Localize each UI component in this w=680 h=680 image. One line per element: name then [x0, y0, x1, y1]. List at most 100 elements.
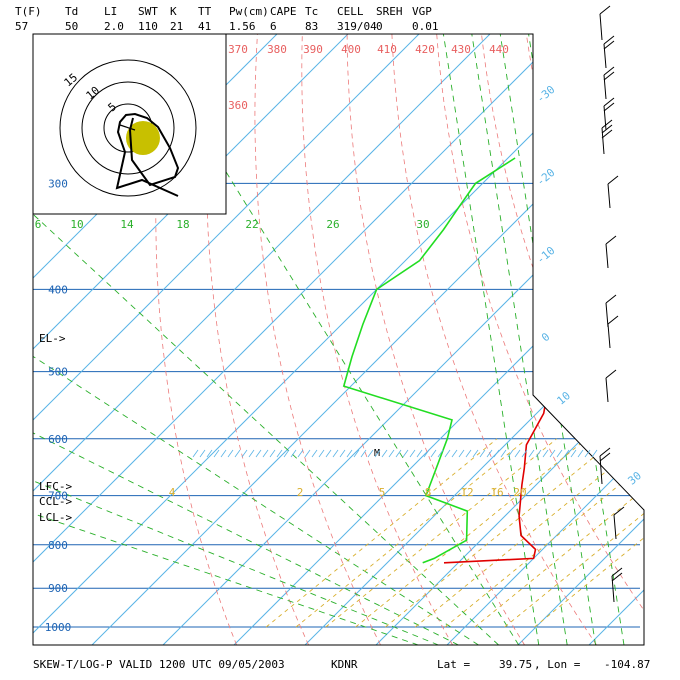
hatch-mark: [381, 449, 388, 458]
wind-barb-staff: [605, 243, 609, 269]
footer-station: KDNR: [331, 658, 358, 671]
moist-adiabat: [442, 34, 540, 645]
theta-tick-label: 430: [451, 43, 471, 56]
pressure-tick-label: 700: [48, 490, 68, 503]
wind-barb-flag: [599, 447, 611, 457]
wind-barb-flag: [603, 97, 615, 107]
dewpoint-profile: [342, 157, 516, 564]
hatch-mark: [556, 449, 563, 458]
mixing-ratio-line: [355, 438, 587, 628]
moist-tick-label: 6: [35, 218, 42, 231]
dry-adiabat: [570, 34, 644, 645]
isotherm-line: [517, 34, 644, 645]
mixing-ratio-tick-label: 8: [425, 486, 432, 499]
wind-barb-flag: [603, 102, 615, 112]
hatch-mark: [570, 449, 577, 458]
hatch-mark: [339, 449, 346, 458]
wind-barb-flag: [601, 129, 613, 139]
mixing-ratio-line: [265, 438, 498, 628]
header-value: 319/04: [337, 20, 377, 33]
hatch-mark: [563, 449, 570, 458]
hatch-mark: [199, 449, 206, 458]
hatch-mark: [591, 449, 598, 458]
wind-barb-staff: [613, 514, 617, 540]
header-value: 6: [270, 20, 277, 33]
dry-adiabat: [346, 34, 525, 645]
moist-tick-label: 14: [120, 218, 134, 231]
hatch-mark: [577, 449, 584, 458]
wind-barb-flag: [603, 71, 615, 81]
header-label: Pw(cm): [229, 5, 269, 18]
hatch-mark: [549, 449, 556, 458]
theta-tick-label: 400: [341, 43, 361, 56]
header-label: K: [170, 5, 177, 18]
hatch-mark: [269, 449, 276, 458]
hatch-mark: [248, 449, 255, 458]
hatch-mark: [290, 449, 297, 458]
header-label: SWT: [138, 5, 158, 18]
moist-tick-label: 18: [176, 218, 189, 231]
isotherm-line: [660, 34, 680, 645]
isotherm-line: [33, 34, 420, 645]
hatch-mark: [507, 449, 514, 458]
lfc-marker: LFC->: [39, 480, 72, 493]
pressure-tick-label: 800: [48, 539, 68, 552]
moist-adiabat: [33, 34, 419, 645]
header-table: T(F) Td LI SWT K TT Pw(cm) CAPE Tc CELL SREH VGP 57 5…: [15, 5, 439, 33]
hatch-mark: [318, 449, 325, 458]
wind-barb-staff: [603, 74, 607, 100]
wind-barb-flag: [603, 66, 615, 76]
moist-tick-label: 26: [326, 218, 339, 231]
isotherm-tick-label: 30: [625, 469, 644, 487]
wind-barb: [599, 5, 611, 41]
dry-adiabat: [155, 34, 237, 645]
mixing-ratio-line: [325, 438, 557, 628]
header-value: 0: [376, 20, 383, 33]
wind-barb-flag: [603, 35, 615, 45]
footer-lat-label: Lat =: [437, 658, 470, 671]
hatch-mark: [451, 449, 458, 458]
hatch-mark: [241, 449, 248, 458]
hatch-mark: [346, 449, 353, 458]
header-label: SREH: [376, 5, 403, 18]
theta-tick-label: 440: [489, 43, 509, 56]
footer-lat: 39.75: [499, 658, 532, 671]
hatch-mark: [388, 449, 395, 458]
moist-adiabat: [33, 34, 499, 645]
wind-barb-staff: [605, 302, 609, 328]
moist-tick-label: 22: [245, 218, 258, 231]
pressure-tick-label: 400: [48, 283, 68, 296]
header-label: VGP: [412, 5, 432, 18]
wind-barb-flag: [611, 572, 623, 582]
ccl-marker: CCL->: [39, 495, 72, 508]
wind-barb: [613, 506, 625, 540]
hatch-mark: [297, 449, 304, 458]
wind-barb-flag: [599, 5, 611, 15]
wind-barb-staff: [607, 183, 611, 209]
isotherm-tick-label: -10: [534, 244, 558, 267]
hatch-mark: [430, 449, 437, 458]
hatch-mark: [213, 449, 220, 458]
dry-adiabat: [481, 34, 644, 645]
theta-tick-label: 420: [415, 43, 435, 56]
header-value: 50: [65, 20, 78, 33]
pressure-tick-label: 900: [48, 582, 68, 595]
wind-barb-staff: [603, 105, 607, 131]
dry-adiabat: [436, 34, 644, 645]
hatch-mark: [444, 449, 451, 458]
header-label: CELL: [337, 5, 364, 18]
wind-barb: [607, 315, 619, 349]
mixing-ratio-tick-label: 12: [460, 486, 473, 499]
theta-tick-label: 360: [228, 99, 248, 112]
theta-tick-label: 370: [228, 43, 248, 56]
wind-barb-staff: [605, 377, 609, 403]
wind-barb-flag: [605, 235, 617, 245]
footer-lon: -104.87: [604, 658, 650, 671]
plot-border: [32, 33, 645, 646]
dry-adiabat: [254, 34, 381, 645]
wind-barb: [605, 294, 617, 328]
mixing-ratio-line: [414, 438, 644, 628]
moist-tick-label: 30: [416, 218, 429, 231]
